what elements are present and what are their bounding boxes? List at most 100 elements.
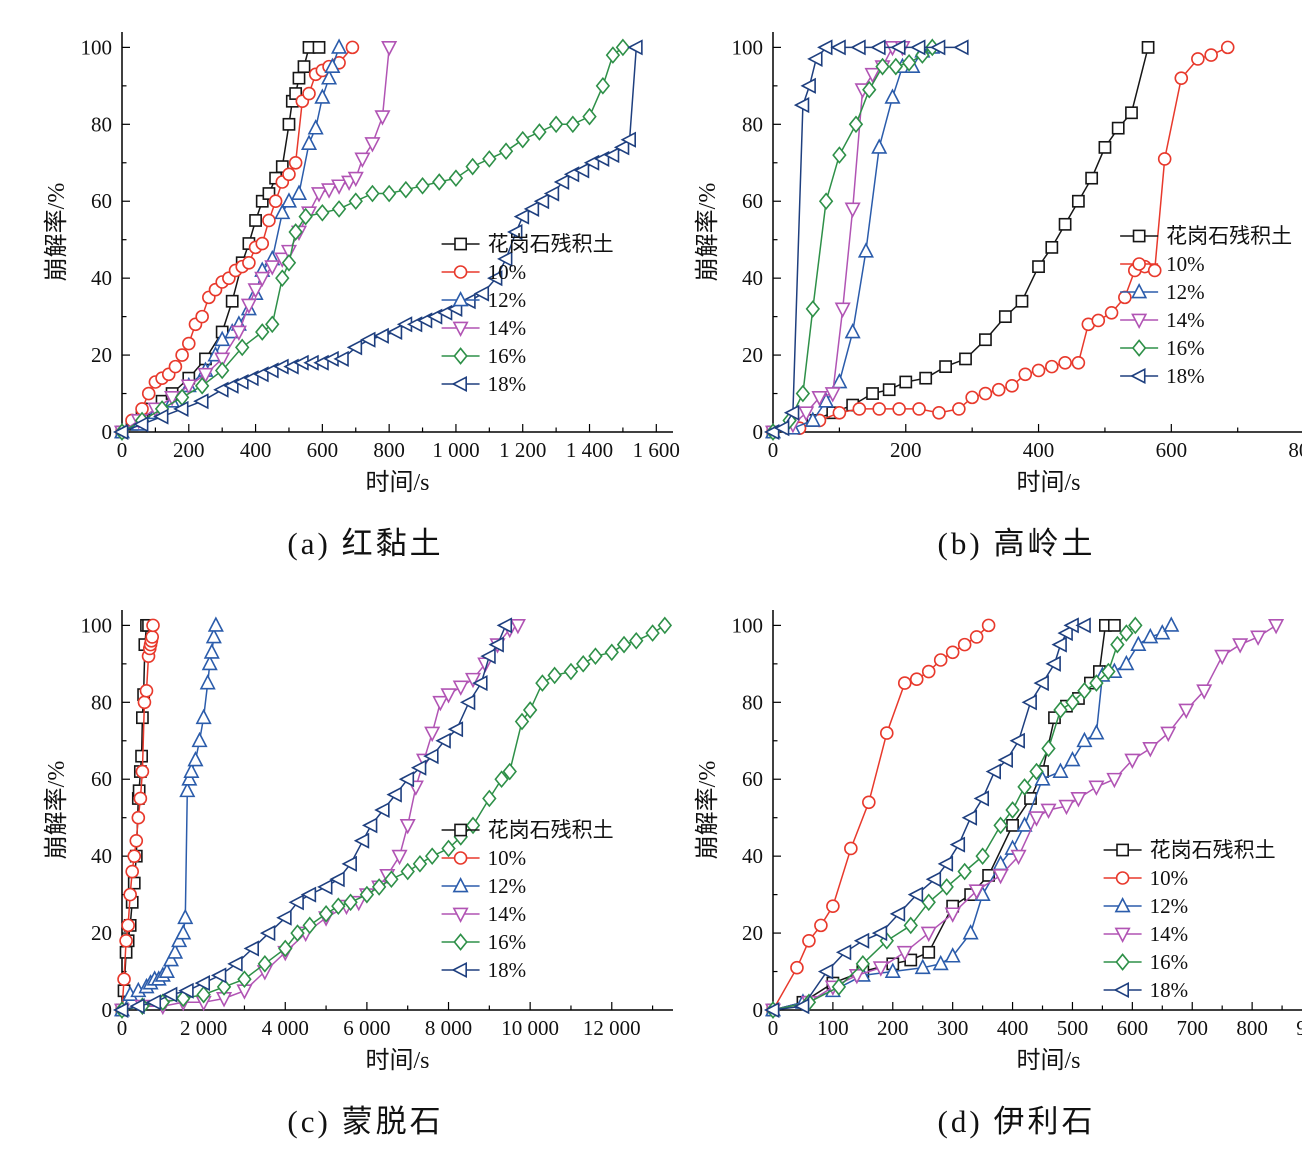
svg-text:40: 40 bbox=[91, 844, 112, 868]
chart-b-caption: (b) 高岭土 bbox=[937, 526, 1096, 561]
svg-text:14%: 14% bbox=[1166, 308, 1205, 332]
axes bbox=[121, 32, 673, 433]
series-pct-18 bbox=[112, 39, 643, 441]
svg-text:崩解率/%: 崩解率/% bbox=[43, 761, 70, 860]
legend: 花岗石残积土 10% 12% 14% 16% 18% bbox=[441, 818, 614, 982]
axes bbox=[772, 610, 1302, 1011]
svg-text:12%: 12% bbox=[1150, 894, 1189, 918]
svg-text:崩解率/%: 崩解率/% bbox=[694, 761, 721, 860]
svg-text:100: 100 bbox=[81, 35, 113, 59]
svg-text:80: 80 bbox=[742, 112, 763, 136]
series-pct-18 bbox=[112, 617, 513, 1019]
axis-labels: 0 100 200 300 400 500 600 700 800 900 0 20 40 60 80 100… bbox=[694, 613, 1302, 1074]
svg-text:400: 400 bbox=[240, 438, 271, 462]
svg-text:20: 20 bbox=[91, 343, 112, 367]
svg-text:4 000: 4 000 bbox=[262, 1016, 309, 1040]
svg-text:600: 600 bbox=[1117, 1016, 1149, 1040]
axis-labels: 0 200 400 600 800 1 000 1 200 1 400 1 600 0 20 40 60… bbox=[43, 35, 680, 496]
svg-text:时间/s: 时间/s bbox=[365, 1047, 429, 1074]
svg-text:80: 80 bbox=[742, 690, 763, 714]
chart-a-caption: (a) 红黏土 bbox=[287, 526, 444, 561]
svg-text:崩解率/%: 崩解率/% bbox=[694, 183, 721, 282]
svg-text:2 000: 2 000 bbox=[180, 1016, 227, 1040]
axis-labels: 0 2 000 4 000 6 000 8 000 10 000 12 000 0 20 40 60… bbox=[43, 613, 641, 1074]
svg-text:1 400: 1 400 bbox=[566, 438, 613, 462]
svg-text:20: 20 bbox=[742, 921, 763, 945]
svg-text:100: 100 bbox=[732, 35, 764, 59]
svg-text:0: 0 bbox=[102, 420, 113, 444]
svg-text:1 000: 1 000 bbox=[432, 438, 479, 462]
chart-a-red-clay: 0 200 400 600 800 1 000 1 200 1 400 1 600 0 20 40 60… bbox=[40, 16, 691, 594]
axes bbox=[772, 32, 1302, 433]
svg-text:0: 0 bbox=[117, 1016, 128, 1040]
svg-text:12 000: 12 000 bbox=[583, 1016, 641, 1040]
svg-text:600: 600 bbox=[1156, 438, 1188, 462]
svg-text:时间/s: 时间/s bbox=[365, 469, 429, 496]
svg-text:18%: 18% bbox=[1150, 978, 1189, 1002]
svg-text:20: 20 bbox=[91, 921, 112, 945]
svg-text:400: 400 bbox=[1023, 438, 1055, 462]
svg-text:1 600: 1 600 bbox=[633, 438, 680, 462]
svg-text:12%: 12% bbox=[1166, 280, 1205, 304]
svg-text:80: 80 bbox=[91, 690, 112, 714]
svg-text:时间/s: 时间/s bbox=[1016, 1047, 1080, 1074]
svg-text:300: 300 bbox=[937, 1016, 969, 1040]
svg-text:0: 0 bbox=[753, 998, 764, 1022]
svg-text:400: 400 bbox=[997, 1016, 1029, 1040]
tick-marks bbox=[121, 46, 657, 433]
svg-text:花岗石残积土: 花岗石残积土 bbox=[488, 818, 614, 842]
svg-text:14%: 14% bbox=[1150, 922, 1189, 946]
series-pct-18 bbox=[763, 617, 1091, 1019]
series-pct-16 bbox=[114, 616, 673, 1019]
svg-text:12%: 12% bbox=[488, 874, 526, 898]
legend: 花岗石残积土 10% 12% 14% 16% 18% bbox=[1103, 838, 1276, 1002]
svg-text:800: 800 bbox=[373, 438, 405, 462]
svg-text:14%: 14% bbox=[488, 902, 526, 926]
legend: 花岗石残积土 10% 12% 14% 16% 18% bbox=[441, 232, 614, 396]
svg-text:80: 80 bbox=[91, 112, 112, 136]
svg-text:200: 200 bbox=[173, 438, 205, 462]
svg-text:16%: 16% bbox=[1150, 950, 1189, 974]
chart-d-plot: 0 100 200 300 400 500 600 700 800 900 0 20 40 60 80 100… bbox=[694, 610, 1302, 1074]
svg-text:0: 0 bbox=[102, 998, 113, 1022]
axis-labels: 0 200 400 600 800 0 20 40 60 80 100 时间/s 崩解率/% bbox=[694, 35, 1302, 496]
svg-text:16%: 16% bbox=[488, 930, 526, 954]
svg-text:60: 60 bbox=[91, 189, 112, 213]
chart-c-montmorillonite: 0 2 000 4 000 6 000 8 000 10 000 12 000 0 20 40 60… bbox=[40, 594, 691, 1172]
svg-text:600: 600 bbox=[307, 438, 339, 462]
svg-text:花岗石残积土: 花岗石残积土 bbox=[1150, 838, 1276, 862]
series-pct-10 bbox=[115, 40, 360, 439]
svg-text:6 000: 6 000 bbox=[343, 1016, 390, 1040]
chart-b-plot: 0 200 400 600 800 0 20 40 60 80 100 时间/s 崩解率/% 花岗石残积土… bbox=[694, 32, 1302, 496]
svg-text:18%: 18% bbox=[488, 958, 526, 982]
chart-c-caption: (c) 蒙脱石 bbox=[287, 1104, 444, 1139]
svg-text:40: 40 bbox=[742, 844, 763, 868]
svg-text:10 000: 10 000 bbox=[501, 1016, 559, 1040]
series-pct-18 bbox=[763, 39, 969, 441]
chart-b-kaolin: 0 200 400 600 800 0 20 40 60 80 100 时间/s 崩解率/% 花岗石残积土… bbox=[691, 16, 1302, 594]
svg-text:时间/s: 时间/s bbox=[1016, 469, 1080, 496]
svg-text:700: 700 bbox=[1176, 1016, 1208, 1040]
chart-a-plot: 0 200 400 600 800 1 000 1 200 1 400 1 600 0 20 40 60… bbox=[43, 32, 680, 496]
chart-c-plot: 0 2 000 4 000 6 000 8 000 10 000 12 000 0 20 40 60… bbox=[43, 610, 673, 1074]
svg-text:20: 20 bbox=[742, 343, 763, 367]
svg-text:18%: 18% bbox=[488, 372, 526, 396]
svg-text:18%: 18% bbox=[1166, 364, 1205, 388]
svg-text:60: 60 bbox=[91, 767, 112, 791]
svg-text:14%: 14% bbox=[488, 316, 526, 340]
chart-d-illite: 0 100 200 300 400 500 600 700 800 900 0 20 40 60 80 100… bbox=[691, 594, 1302, 1172]
svg-text:200: 200 bbox=[877, 1016, 909, 1040]
svg-text:100: 100 bbox=[732, 613, 764, 637]
svg-text:崩解率/%: 崩解率/% bbox=[43, 183, 70, 282]
svg-text:500: 500 bbox=[1057, 1016, 1089, 1040]
series-pct-10 bbox=[115, 618, 160, 1017]
svg-text:1 200: 1 200 bbox=[499, 438, 546, 462]
svg-text:200: 200 bbox=[890, 438, 922, 462]
series-granite-residual-soil bbox=[766, 618, 1121, 1017]
svg-text:10%: 10% bbox=[1150, 866, 1189, 890]
svg-text:16%: 16% bbox=[1166, 336, 1205, 360]
svg-text:0: 0 bbox=[768, 438, 779, 462]
svg-text:40: 40 bbox=[742, 266, 763, 290]
svg-text:0: 0 bbox=[117, 438, 128, 462]
